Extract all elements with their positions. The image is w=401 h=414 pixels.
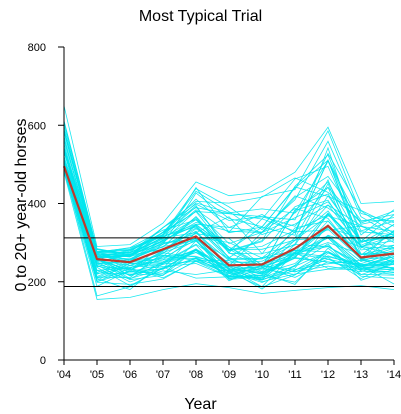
x-tick-label: '11 [288,369,302,381]
trial-line [63,169,395,290]
x-tick-label: '14 [387,369,401,381]
x-axis-label: Year [184,396,217,413]
trial-line [63,105,395,247]
trial-line [63,151,395,258]
trial-line [63,168,395,283]
trial-line [63,167,395,277]
trial-line [63,169,395,279]
x-tick-label: '09 [222,369,236,381]
chart-title: Most Typical Trial [138,8,263,25]
y-tick-label: 0 [40,355,46,367]
x-tick-label: '07 [156,369,170,381]
y-tick-label: 400 [28,199,46,211]
trial-line [63,167,395,297]
trial-line [63,125,395,253]
trial-line [63,146,395,253]
trial-line [63,172,395,300]
trial-line [63,168,395,280]
trial-line [63,151,395,272]
x-tick-label: '10 [255,369,269,381]
x-tick-label: '06 [123,369,137,381]
x-tick-label: '12 [321,369,335,381]
trial-line [63,169,395,291]
trial-line [63,121,395,257]
y-tick-label: 200 [28,277,46,289]
x-tick-label: '04 [57,369,71,381]
x-tick-label: '05 [90,369,104,381]
y-tick-label: 600 [28,120,46,132]
typical-trial-line [62,165,395,267]
trial-line [63,164,395,275]
trial-line [63,120,395,255]
x-tick-label: '13 [354,369,368,381]
trial-line [63,166,395,283]
y-tick-label: 800 [28,42,46,54]
x-tick-label: '08 [189,369,203,381]
